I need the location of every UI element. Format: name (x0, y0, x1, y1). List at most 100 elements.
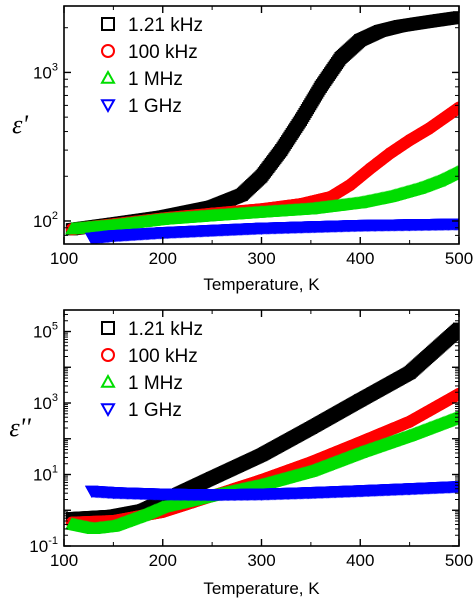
data-point (156, 212, 170, 225)
data-point (205, 208, 219, 222)
x-tick-label: 500 (445, 551, 473, 570)
data-point (65, 517, 79, 530)
y-tick-label: 103 (33, 61, 58, 82)
x-tick-label: 400 (346, 249, 374, 268)
y-tick-label: 101 (33, 464, 58, 485)
data-point (156, 227, 170, 240)
y-axis-label: ε'' (9, 413, 31, 442)
data-point (136, 508, 150, 521)
data-point (403, 415, 416, 428)
data-point (374, 25, 386, 38)
data-point (304, 422, 317, 434)
data-point (314, 80, 327, 93)
data-point (295, 113, 307, 126)
data-point (255, 170, 268, 183)
x-tick-label: 300 (247, 551, 275, 570)
data-point (304, 487, 318, 500)
data-point (452, 218, 459, 231)
y-tick-label: 102 (33, 210, 58, 231)
data-point (205, 224, 219, 238)
data-point (412, 181, 427, 194)
data-point (413, 17, 426, 30)
y-tick-label: 10-1 (29, 535, 58, 556)
data-point (106, 487, 121, 500)
legend: 1.21 kHz 100 kHz 1 MHz 1 GHz (100, 319, 203, 421)
data-point (84, 232, 99, 244)
legend-marker (101, 321, 115, 335)
series-1.21-khz (65, 11, 459, 236)
x-tick-label: 100 (50, 551, 78, 570)
legend: 1.21 kHz 100 kHz 1 MHz 1 GHz (100, 15, 203, 117)
legend-marker (101, 348, 115, 362)
series-1-ghz (84, 481, 459, 502)
data-point (423, 122, 436, 135)
data-point (432, 174, 446, 187)
x-tick-label: 500 (445, 249, 473, 268)
legend-label: 1.21 kHz (128, 319, 203, 340)
data-point (453, 11, 459, 24)
series-1-mhz (65, 164, 459, 235)
trail-marker (450, 324, 459, 337)
data-point (304, 464, 318, 477)
data-point (254, 488, 269, 501)
legend-marker (101, 44, 115, 58)
data-point (304, 221, 318, 234)
x-tick-label: 300 (247, 249, 275, 268)
data-point (453, 322, 459, 335)
data-point (452, 164, 459, 177)
data-point (402, 428, 417, 441)
legend-label: 1.21 kHz (128, 15, 203, 36)
data-point (453, 101, 459, 114)
x-tick-label: 200 (149, 249, 177, 268)
data-point (393, 20, 406, 33)
data-point (304, 202, 318, 215)
x-tick-label: 100 (50, 249, 78, 268)
data-point (275, 144, 288, 157)
legend-marker (100, 99, 116, 114)
data-point (433, 14, 446, 27)
legend-label: 1 GHz (128, 96, 182, 117)
y-tick-label: 103 (33, 392, 58, 413)
x-tick-label: 400 (346, 551, 374, 570)
data-point (353, 485, 367, 498)
data-point (403, 366, 416, 379)
legend-marker (101, 17, 115, 31)
data-point (65, 222, 79, 235)
data-point (353, 219, 367, 233)
data-point (383, 147, 396, 160)
data-point (383, 189, 397, 203)
data-point (106, 519, 121, 532)
data-point (235, 188, 248, 201)
data-point (334, 52, 347, 65)
data-point (452, 481, 459, 494)
data-point (254, 205, 269, 218)
x-tick-label: 200 (149, 551, 177, 570)
legend-label: 1 MHz (128, 373, 183, 394)
legend-marker (100, 373, 116, 388)
data-point (206, 471, 219, 484)
data-point (402, 483, 417, 496)
data-point (364, 162, 377, 175)
data-point (156, 500, 170, 513)
data-point (402, 219, 417, 232)
data-point (353, 445, 367, 458)
legend-marker (100, 403, 116, 418)
data-point (86, 521, 101, 534)
data-point (106, 230, 121, 243)
x-axis-label: Temperature, K (203, 275, 320, 294)
data-point (353, 196, 367, 209)
data-point (156, 488, 170, 501)
data-point (354, 34, 367, 47)
data-point (354, 394, 367, 407)
data-point (254, 222, 269, 235)
y-axis-label: ε' (12, 110, 28, 139)
x-axis-label: Temperature, K (203, 579, 320, 598)
legend-label: 100 kHz (128, 42, 198, 63)
data-point (344, 178, 357, 191)
data-point (453, 387, 459, 400)
data-point (403, 134, 416, 147)
y-tick-label: 105 (33, 321, 58, 342)
legend-label: 100 kHz (128, 346, 198, 367)
chart-panel-1: 100 200 300 400 500 102 103 Temperature, K ε' 1.2… (12, 5, 473, 294)
